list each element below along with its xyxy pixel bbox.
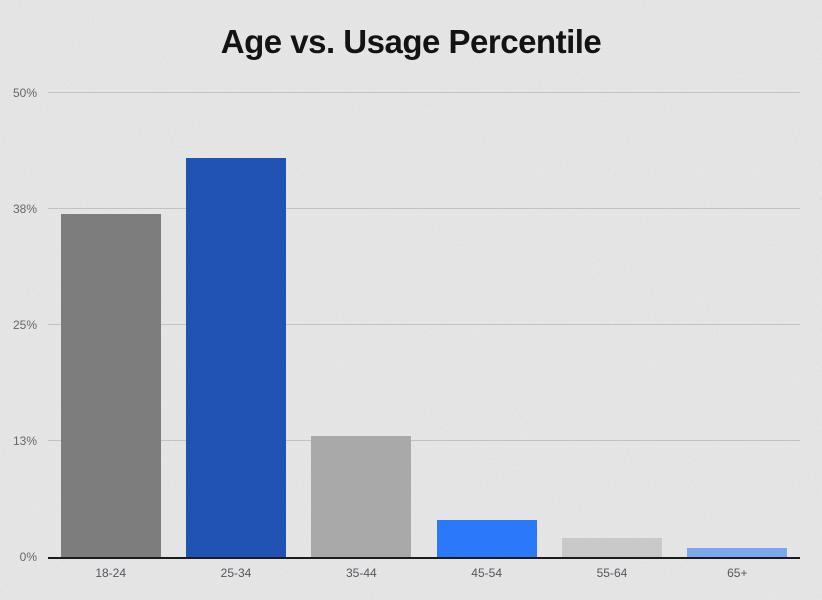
bar-column-55-64 bbox=[549, 93, 674, 557]
bar-column-35-44 bbox=[299, 93, 424, 557]
bar-65+ bbox=[687, 547, 788, 557]
bar-column-25-34 bbox=[173, 93, 298, 557]
bar-column-18-24 bbox=[48, 93, 173, 557]
bar-column-65+ bbox=[675, 93, 800, 557]
x-axis-tick-label: 18-24 bbox=[95, 566, 127, 580]
bar-column-45-54 bbox=[424, 93, 549, 557]
bar-35-44 bbox=[311, 436, 412, 557]
plot-area: 0% 13% 25% 38% 50% bbox=[13, 87, 800, 563]
bar-55-64 bbox=[561, 538, 663, 557]
bar-25-34 bbox=[185, 157, 287, 557]
gridline bbox=[48, 440, 800, 441]
y-axis-tick-label: 13% bbox=[12, 434, 37, 448]
gridline bbox=[48, 92, 800, 93]
gridline bbox=[48, 208, 800, 209]
y-axis-tick-label: 38% bbox=[12, 202, 37, 216]
x-axis-tick-label: 55-64 bbox=[596, 566, 628, 580]
bar-18-24 bbox=[60, 213, 161, 557]
chart-title: Age vs. Usage Percentile bbox=[220, 23, 602, 60]
y-axis-tick-label: 25% bbox=[12, 318, 37, 332]
y-axis-tick-label: 0% bbox=[19, 550, 37, 564]
gridline bbox=[48, 324, 800, 325]
x-axis-tick-label: 45-54 bbox=[471, 566, 502, 580]
x-axis-tick-label: 25-34 bbox=[220, 566, 252, 580]
bar-45-54 bbox=[436, 519, 537, 557]
x-axis-tick-label: 65+ bbox=[727, 566, 748, 580]
x-axis-tick-label: 35-44 bbox=[345, 566, 377, 580]
y-axis-tick-label: 50% bbox=[12, 86, 37, 100]
x-axis-labels: 18-24 25-34 35-44 45-54 55-64 65+ bbox=[48, 561, 800, 579]
